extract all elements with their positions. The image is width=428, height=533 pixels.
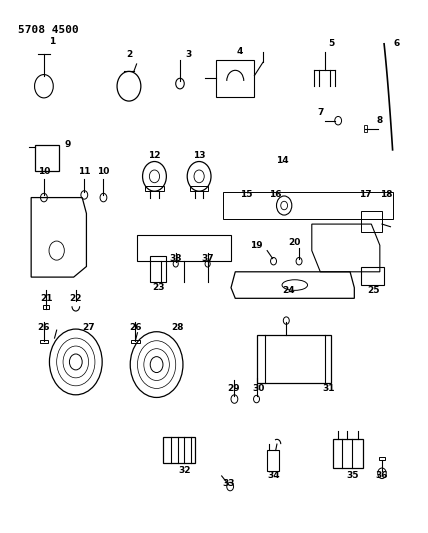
Bar xyxy=(361,266,384,285)
Text: 17: 17 xyxy=(359,190,371,199)
Text: 12: 12 xyxy=(148,151,161,160)
Text: 10: 10 xyxy=(97,166,110,175)
Text: 26: 26 xyxy=(38,323,50,332)
Bar xyxy=(216,60,254,97)
Bar xyxy=(267,450,279,471)
Text: 4: 4 xyxy=(236,47,243,56)
Text: 30: 30 xyxy=(253,384,265,393)
Text: 8: 8 xyxy=(377,116,383,125)
Text: 35: 35 xyxy=(346,471,358,480)
Text: 5: 5 xyxy=(328,39,334,49)
Bar xyxy=(150,256,166,282)
Bar xyxy=(145,186,164,191)
Text: 2: 2 xyxy=(126,50,132,59)
Text: 22: 22 xyxy=(70,294,82,303)
Bar xyxy=(36,144,59,171)
Text: 24: 24 xyxy=(282,286,295,295)
Text: 6: 6 xyxy=(394,39,400,49)
Text: 13: 13 xyxy=(193,151,205,160)
Bar xyxy=(131,340,140,343)
Text: 33: 33 xyxy=(223,479,235,488)
Text: 15: 15 xyxy=(240,190,252,199)
Bar xyxy=(40,340,48,343)
Text: 37: 37 xyxy=(201,254,214,263)
Text: 31: 31 xyxy=(323,384,335,393)
Bar xyxy=(256,335,331,383)
Text: 5708 4500: 5708 4500 xyxy=(18,25,79,35)
Bar xyxy=(163,437,195,463)
Text: 26: 26 xyxy=(129,323,142,332)
Text: 9: 9 xyxy=(64,140,71,149)
Text: 3: 3 xyxy=(185,50,192,59)
Text: 36: 36 xyxy=(376,471,388,480)
Text: 20: 20 xyxy=(288,238,301,247)
Text: 29: 29 xyxy=(227,384,239,393)
Text: 16: 16 xyxy=(269,190,282,199)
Bar xyxy=(361,211,382,232)
Text: 32: 32 xyxy=(178,466,190,475)
Bar xyxy=(364,125,367,132)
Text: 27: 27 xyxy=(82,323,95,332)
Text: 34: 34 xyxy=(267,471,280,480)
Text: 23: 23 xyxy=(152,283,165,292)
Text: 25: 25 xyxy=(367,286,380,295)
Text: 19: 19 xyxy=(250,241,263,250)
Bar xyxy=(333,439,363,468)
Text: 38: 38 xyxy=(169,254,182,263)
Bar xyxy=(379,457,385,460)
Text: 21: 21 xyxy=(40,294,52,303)
Bar xyxy=(43,305,50,309)
Text: 18: 18 xyxy=(380,190,392,199)
Text: 1: 1 xyxy=(49,37,56,46)
Bar xyxy=(190,186,208,191)
Text: 11: 11 xyxy=(78,166,91,175)
Text: 10: 10 xyxy=(38,166,50,175)
Text: 28: 28 xyxy=(172,323,184,332)
Text: 14: 14 xyxy=(276,156,288,165)
Text: 7: 7 xyxy=(317,108,324,117)
